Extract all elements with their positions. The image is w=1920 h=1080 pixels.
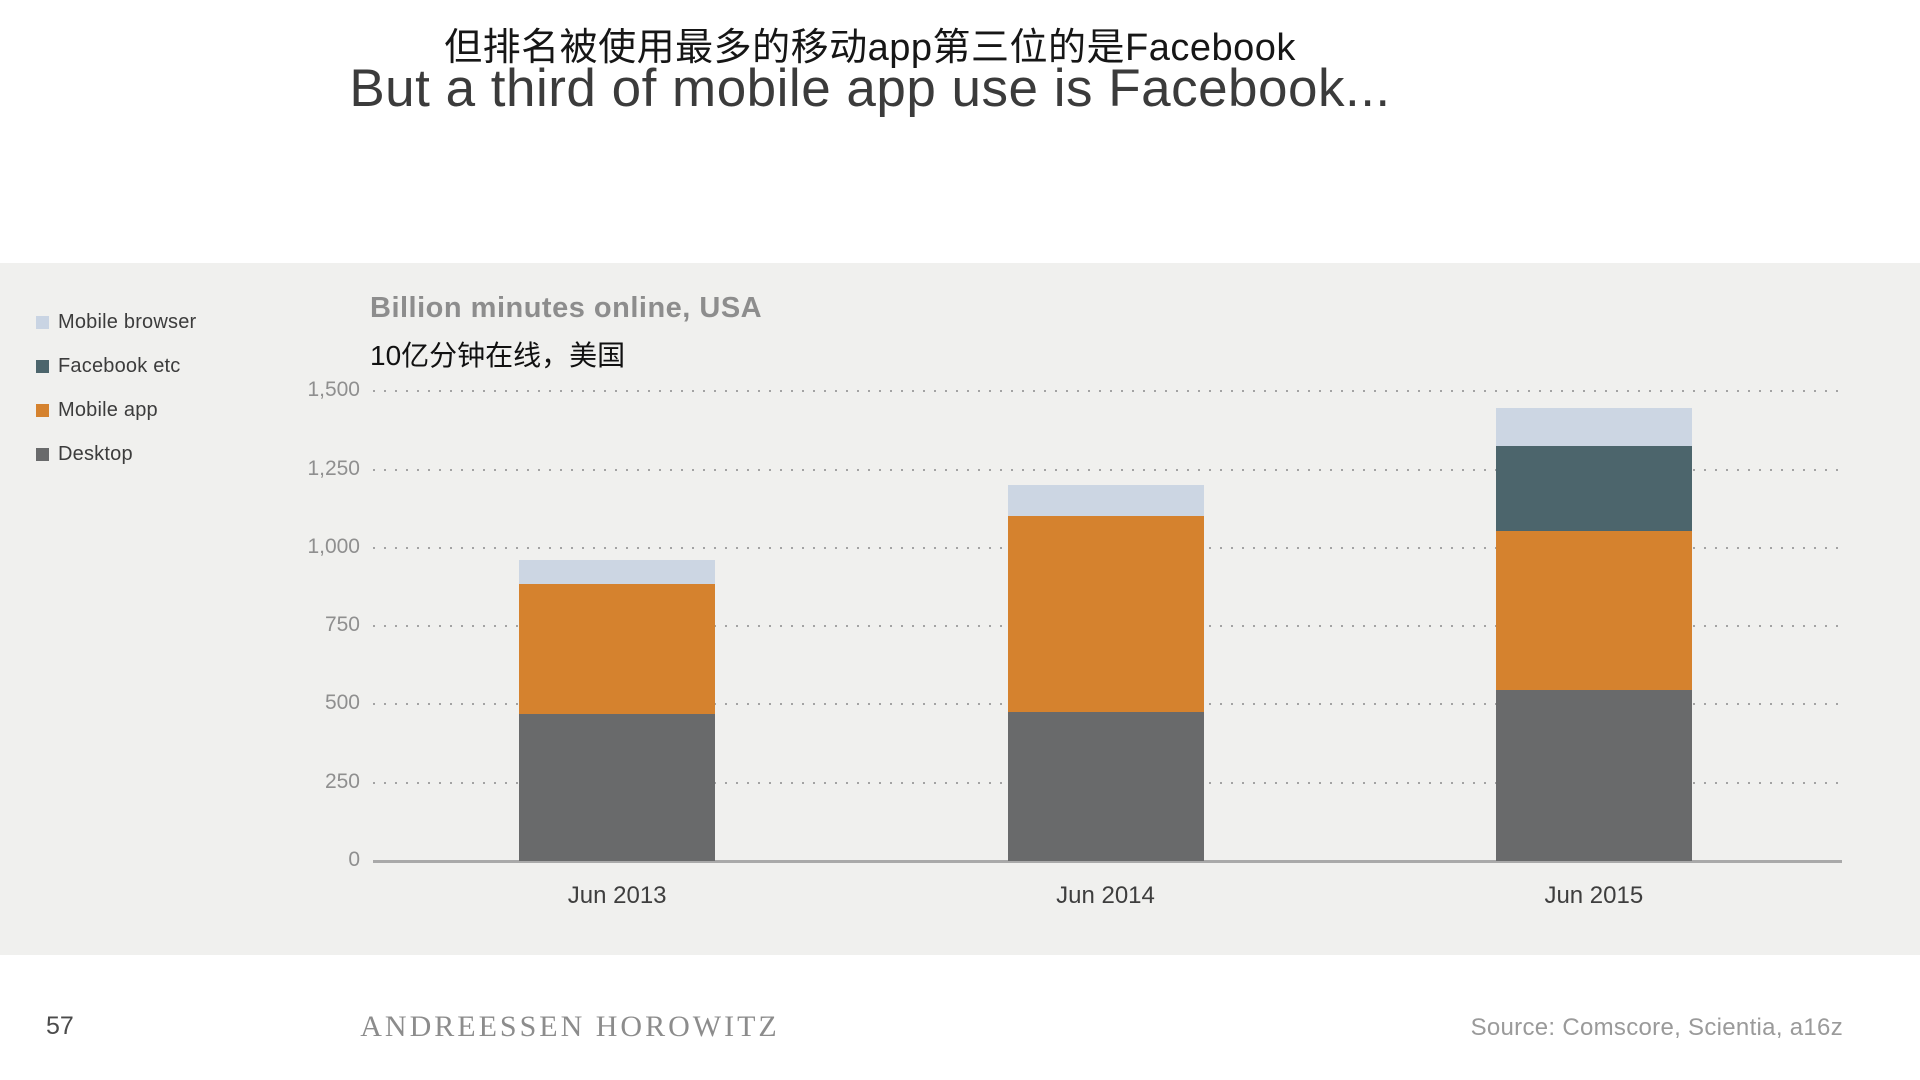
y-axis-tick-label: 750 <box>324 613 360 637</box>
gridline <box>373 468 1838 471</box>
legend-label: Mobile app <box>58 398 158 421</box>
bar-segment-desktop-jun-2013 <box>519 713 716 861</box>
bar-segment-mobile-browser-jun-2015 <box>1495 408 1692 446</box>
gridline <box>373 390 1838 393</box>
y-axis-tick-label: 0 <box>348 848 360 871</box>
y-axis-tick-label: 250 <box>324 769 360 793</box>
bar-segment-mobile-app-jun-2015 <box>1495 530 1692 691</box>
legend-swatch-desktop <box>36 447 49 461</box>
bar-segment-mobile-browser-jun-2014 <box>1007 485 1204 517</box>
y-axis-tick-label: 500 <box>324 691 360 715</box>
x-axis-category-label: Jun 2013 <box>567 882 667 909</box>
bar-segment-facebook-etc-jun-2015 <box>1495 446 1692 531</box>
legend-swatch-mobile-browser <box>36 315 49 329</box>
bar-segment-mobile-app-jun-2014 <box>1007 516 1204 713</box>
page-number: 57 <box>46 1012 74 1040</box>
legend-swatch-facebook-etc <box>36 359 49 373</box>
legend-label: Mobile browser <box>58 310 197 333</box>
legend-item-mobile-browser: Mobile browser <box>36 300 196 344</box>
legend-label: Desktop <box>58 442 133 465</box>
bar-segment-mobile-browser-jun-2013 <box>519 560 716 584</box>
chart-legend: Mobile browser Facebook etc Mobile app Desk… <box>36 300 196 476</box>
bar-segment-desktop-jun-2015 <box>1495 690 1692 861</box>
y-axis-tick-label: 1,000 <box>307 534 360 558</box>
y-axis-tick-label: 1,500 <box>307 378 360 402</box>
x-axis-category-label: Jun 2015 <box>1544 882 1644 909</box>
bar-segment-mobile-app-jun-2013 <box>519 583 716 714</box>
x-axis-category-label: Jun 2014 <box>1056 882 1155 909</box>
chart-subtitle-chinese: 10亿分钟在线，美国 <box>370 340 626 371</box>
legend-label: Facebook etc <box>58 354 181 377</box>
source-attribution: Source: Comscore, Scientia, a16z <box>1470 1014 1843 1041</box>
legend-item-facebook-etc: Facebook etc <box>36 344 196 388</box>
legend-item-desktop: Desktop <box>36 432 196 476</box>
slide-title-chinese: 但排名被使用最多的移动app第三位的是Facebook <box>444 27 1296 69</box>
legend-swatch-mobile-app <box>36 403 49 417</box>
brand-logotype: ANDREESSEN HOROWITZ <box>360 1010 780 1043</box>
slide-title-english: But a third of mobile app use is Faceboo… <box>349 59 1391 118</box>
x-axis-line <box>373 860 1842 863</box>
bar-segment-desktop-jun-2014 <box>1007 712 1204 861</box>
chart-title: Billion minutes online, USA <box>370 292 763 324</box>
legend-item-mobile-app: Mobile app <box>36 388 196 432</box>
y-axis-tick-label: 1,250 <box>307 456 360 480</box>
